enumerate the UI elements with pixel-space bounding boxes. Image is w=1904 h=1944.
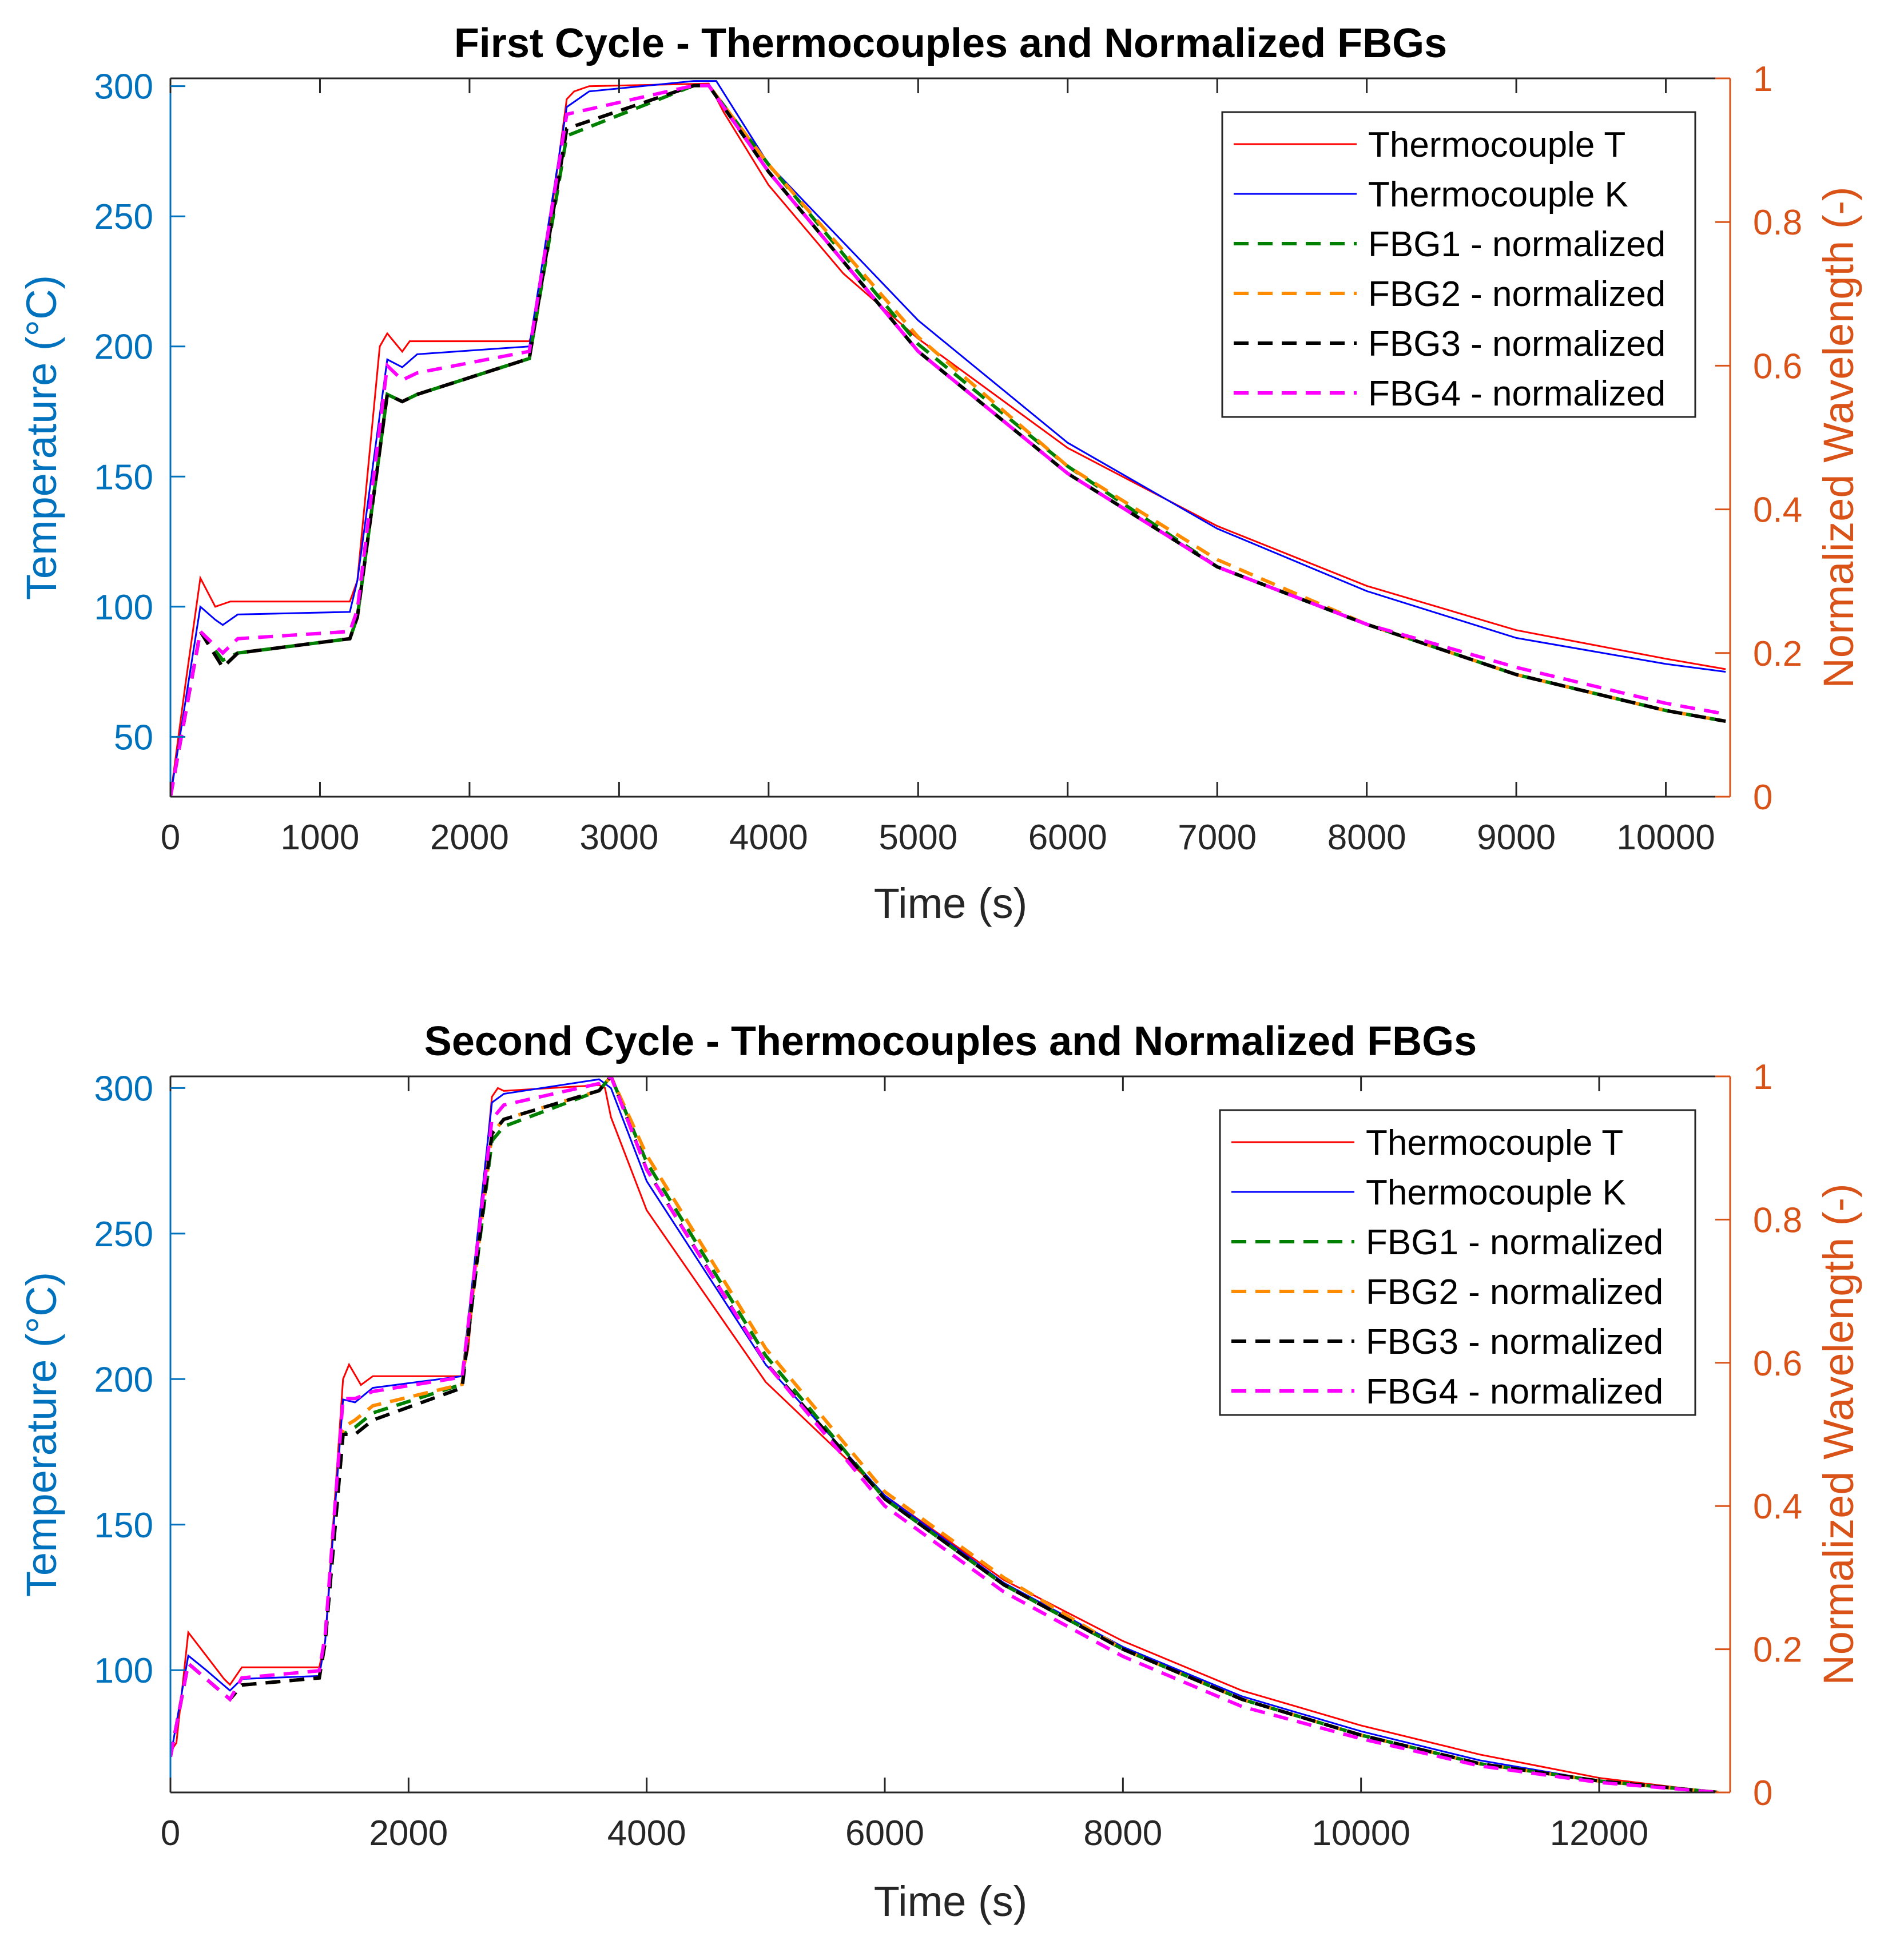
legend-item: FBG1 - normalized	[1234, 225, 1665, 264]
legend-item: Thermocouple K	[1234, 175, 1628, 214]
y-tick-label-left: 200	[94, 1360, 153, 1400]
legend-item: Thermocouple T	[1231, 1123, 1623, 1163]
y-axis-label-left: Temperature (°C)	[18, 1272, 65, 1597]
y-tick-label-right: 0.8	[1753, 203, 1802, 242]
legend-label: Thermocouple T	[1368, 125, 1625, 165]
y-tick-label-right: 0.2	[1753, 1631, 1802, 1670]
legend-label: FBG4 - normalized	[1366, 1372, 1663, 1412]
chart-first-cycle: First Cycle - Thermocouples and Normaliz…	[18, 21, 1862, 927]
x-tick-label: 2000	[369, 1814, 448, 1853]
y-tick-label-right: 0	[1753, 1774, 1772, 1813]
x-axis-label: Time (s)	[874, 1878, 1028, 1925]
legend-item: FBG3 - normalized	[1234, 324, 1665, 364]
chart-title: Second Cycle - Thermocouples and Normali…	[424, 1019, 1477, 1064]
x-axis-label: Time (s)	[874, 880, 1028, 927]
x-tick-label: 8000	[1083, 1814, 1162, 1853]
y-tick-label-right: 0.2	[1753, 634, 1802, 674]
series-line-fbg4-normalized	[170, 84, 1726, 797]
x-tick-label: 4000	[607, 1814, 686, 1853]
y-tick-label-right: 1	[1753, 1058, 1772, 1097]
x-tick-label: 9000	[1477, 818, 1556, 857]
legend-label: Thermocouple K	[1366, 1173, 1626, 1212]
y-tick-label-left: 100	[94, 588, 153, 627]
legend-item: FBG3 - normalized	[1231, 1322, 1663, 1362]
y-tick-label-left: 150	[94, 458, 153, 497]
x-tick-label: 12000	[1550, 1814, 1648, 1853]
y-tick-label-right: 0.6	[1753, 1344, 1802, 1384]
series-line-thermocouple-k	[170, 80, 1726, 797]
legend-item: Thermocouple K	[1231, 1173, 1626, 1212]
legend-item: FBG4 - normalized	[1234, 374, 1665, 414]
x-tick-label: 1000	[280, 818, 359, 857]
x-tick-label: 4000	[729, 818, 808, 857]
y-tick-label-right: 0.4	[1753, 491, 1802, 530]
y-tick-label-left: 300	[94, 67, 153, 107]
series-line-thermocouple-t	[170, 1084, 1719, 1792]
y-tick-label-right: 0.4	[1753, 1487, 1802, 1526]
legend-label: FBG2 - normalized	[1368, 275, 1665, 314]
legend-label: FBG2 - normalized	[1366, 1273, 1663, 1312]
x-tick-label: 6000	[845, 1814, 924, 1853]
legend-label: FBG1 - normalized	[1366, 1223, 1663, 1262]
legend-item: FBG4 - normalized	[1231, 1372, 1663, 1412]
chart-title: First Cycle - Thermocouples and Normaliz…	[454, 21, 1447, 66]
y-tick-label-left: 250	[94, 1215, 153, 1254]
chart-second-cycle: Second Cycle - Thermocouples and Normali…	[18, 1019, 1862, 1925]
series-line-fbg4-normalized	[170, 1076, 1719, 1792]
legend: Thermocouple T Thermocouple K FBG1 - norma…	[1221, 111, 1696, 418]
x-tick-label: 10000	[1616, 818, 1715, 857]
y-tick-label-right: 0	[1753, 778, 1772, 817]
y-tick-label-left: 150	[94, 1506, 153, 1545]
series-line-fbg3-normalized	[170, 84, 1726, 797]
legend: Thermocouple T Thermocouple K FBG1 - norma…	[1219, 1109, 1696, 1416]
legend-item: Thermocouple T	[1234, 125, 1625, 165]
legend-label: FBG1 - normalized	[1368, 225, 1665, 264]
x-tick-label: 7000	[1178, 818, 1257, 857]
legend-label: FBG3 - normalized	[1366, 1322, 1663, 1362]
series-line-fbg3-normalized	[170, 1076, 1719, 1792]
legend-item: FBG2 - normalized	[1231, 1273, 1663, 1312]
x-tick-label: 3000	[579, 818, 658, 857]
legend-label: FBG3 - normalized	[1368, 324, 1665, 364]
y-tick-label-right: 0.8	[1753, 1200, 1802, 1240]
legend-box	[1219, 1109, 1696, 1416]
y-tick-label-right: 1	[1753, 59, 1772, 99]
x-tick-label: 2000	[430, 818, 509, 857]
y-tick-label-left: 200	[94, 328, 153, 367]
legend-label: Thermocouple K	[1368, 175, 1628, 214]
x-tick-label: 6000	[1028, 818, 1107, 857]
plot-area	[170, 1076, 1719, 1792]
legend-label: FBG4 - normalized	[1368, 374, 1665, 414]
y-axis-label-left: Temperature (°C)	[18, 275, 65, 600]
x-tick-label: 5000	[879, 818, 957, 857]
legend-item: FBG2 - normalized	[1234, 275, 1665, 314]
x-tick-label: 0	[161, 818, 180, 857]
y-tick-label-left: 250	[94, 197, 153, 237]
y-tick-label-left: 300	[94, 1069, 153, 1108]
legend-box	[1221, 111, 1696, 418]
y-axis-label-right: Normalized Wavelength (-)	[1815, 1183, 1862, 1685]
x-tick-label: 0	[161, 1814, 180, 1853]
y-axis-label-right: Normalized Wavelength (-)	[1815, 186, 1862, 688]
plot-area	[170, 80, 1726, 797]
y-tick-label-left: 100	[94, 1651, 153, 1691]
x-tick-label: 10000	[1311, 1814, 1410, 1853]
x-tick-label: 8000	[1327, 818, 1406, 857]
y-tick-label-right: 0.6	[1753, 347, 1802, 386]
legend-label: Thermocouple T	[1366, 1123, 1623, 1163]
legend-item: FBG1 - normalized	[1231, 1223, 1663, 1262]
y-tick-label-left: 50	[114, 718, 153, 757]
